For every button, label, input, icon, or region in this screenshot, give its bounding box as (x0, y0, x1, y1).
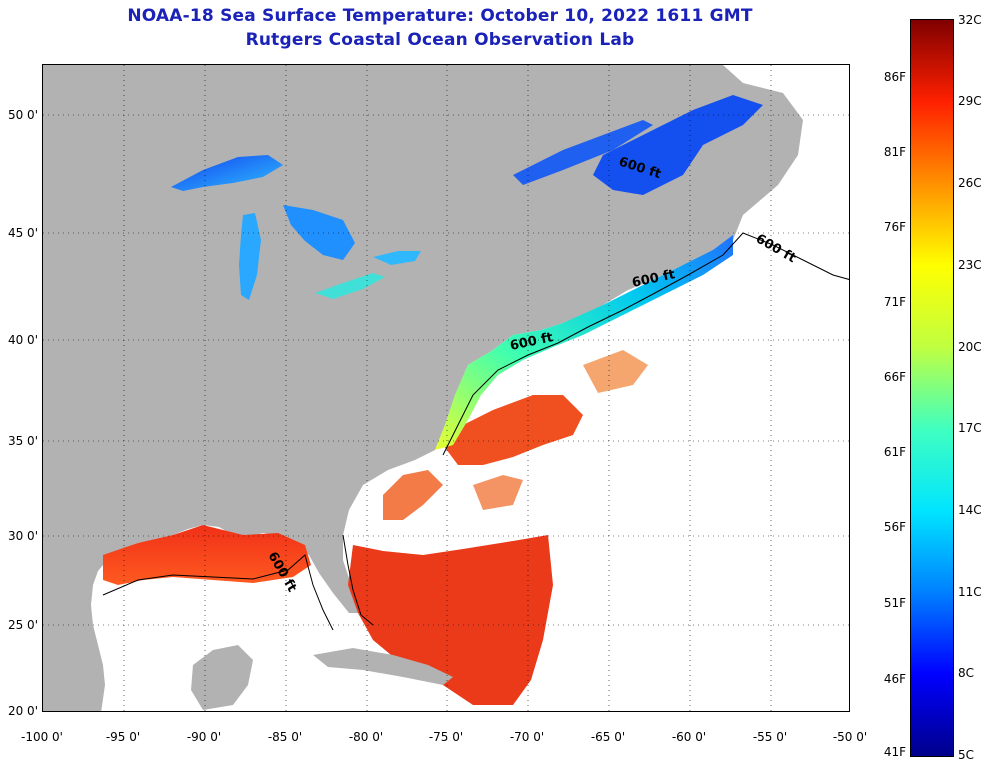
atlantic-warm-patch-3 (473, 475, 523, 510)
colorbar-celsius-11: 11C (958, 585, 982, 599)
colorbar-celsius-20: 20C (958, 340, 982, 354)
map-title: NOAA-18 Sea Surface Temperature: October… (127, 6, 753, 26)
colorbar-fahrenheit-41: 41F (883, 745, 906, 759)
lat-label-40: 40 0' (7, 333, 38, 347)
atlantic-warm-patch-1 (443, 395, 583, 465)
caribbean-sst-field (348, 535, 553, 705)
gulf-st-lawrence-sst (593, 95, 763, 195)
colorbar-fahrenheit-76: 76F (883, 220, 906, 234)
lon-label-95: -95 0' (105, 730, 141, 744)
lon-label-85: -85 0' (267, 730, 303, 744)
lon-label-75: -75 0' (428, 730, 464, 744)
north-america-land (43, 65, 803, 711)
colorbar-fahrenheit-71: 71F (883, 295, 906, 309)
atlantic-warm-patch-2 (383, 470, 443, 520)
lat-label-50: 50 0' (7, 108, 38, 122)
gulf-sst-field (103, 525, 311, 585)
colorbar-fahrenheit-86: 86F (883, 70, 906, 84)
sst-map-canvas: 600 ft 600 ft 600 ft 600 ft 600 ft (43, 65, 849, 711)
sst-map: 600 ft 600 ft 600 ft 600 ft 600 ft (42, 64, 850, 712)
colorbar-celsius-17: 17C (958, 421, 982, 435)
lake-michigan (239, 213, 261, 300)
lake-erie (315, 273, 385, 299)
lat-label-35: 35 0' (7, 434, 38, 448)
lat-label-25: 25 0' (7, 618, 38, 632)
colorbar-celsius-26: 26C (958, 176, 982, 190)
colorbar-celsius-32: 32C (958, 13, 982, 27)
lon-label-90: -90 0' (186, 730, 222, 744)
lake-superior (171, 155, 283, 191)
colorbar-fahrenheit-46: 46F (883, 672, 906, 686)
lon-label-70: -70 0' (509, 730, 545, 744)
isobath-600ft-gulf (102, 554, 334, 631)
graticule (43, 65, 849, 711)
lon-label-55: -55 0' (752, 730, 788, 744)
colorbar-fahrenheit-81: 81F (883, 145, 906, 159)
cuba-land (313, 648, 453, 685)
shelf-sst-field (435, 235, 733, 450)
lake-ontario (373, 251, 421, 265)
colorbar-celsius-14: 14C (958, 503, 982, 517)
lon-label-65: -65 0' (590, 730, 626, 744)
lon-label-100: -100 0' (21, 730, 63, 744)
lake-huron (283, 205, 355, 260)
colorbar-celsius-23: 23C (958, 258, 982, 272)
colorbar-fahrenheit-61: 61F (883, 445, 906, 459)
colorbar-fahrenheit-56: 56F (883, 520, 906, 534)
isobath-600ft-florida (342, 534, 374, 626)
colorbar-celsius-8: 8C (958, 666, 975, 680)
colorbar-celsius-5: 5C (958, 748, 975, 762)
yucatan-land (191, 645, 253, 710)
lat-label-30: 30 0' (7, 529, 38, 543)
colorbar-celsius-29: 29C (958, 94, 982, 108)
lon-label-80: -80 0' (348, 730, 384, 744)
colorbar-fahrenheit-51: 51F (883, 596, 906, 610)
lon-label-60: -60 0' (671, 730, 707, 744)
st-lawrence-river-sst (513, 120, 653, 185)
map-subtitle: Rutgers Coastal Ocean Observation Lab (245, 30, 635, 50)
lat-label-20: 20 0' (7, 704, 38, 718)
isobath-600ft-atlantic (442, 232, 849, 456)
contour-label-600ft-2: 600 ft (753, 231, 798, 266)
colorbar-fahrenheit-66: 66F (883, 370, 906, 384)
lon-label-50: -50 0' (832, 730, 868, 744)
sst-colorbar (910, 19, 954, 757)
lat-label-45: 45 0' (7, 226, 38, 240)
atlantic-warm-patch-4 (583, 350, 648, 393)
